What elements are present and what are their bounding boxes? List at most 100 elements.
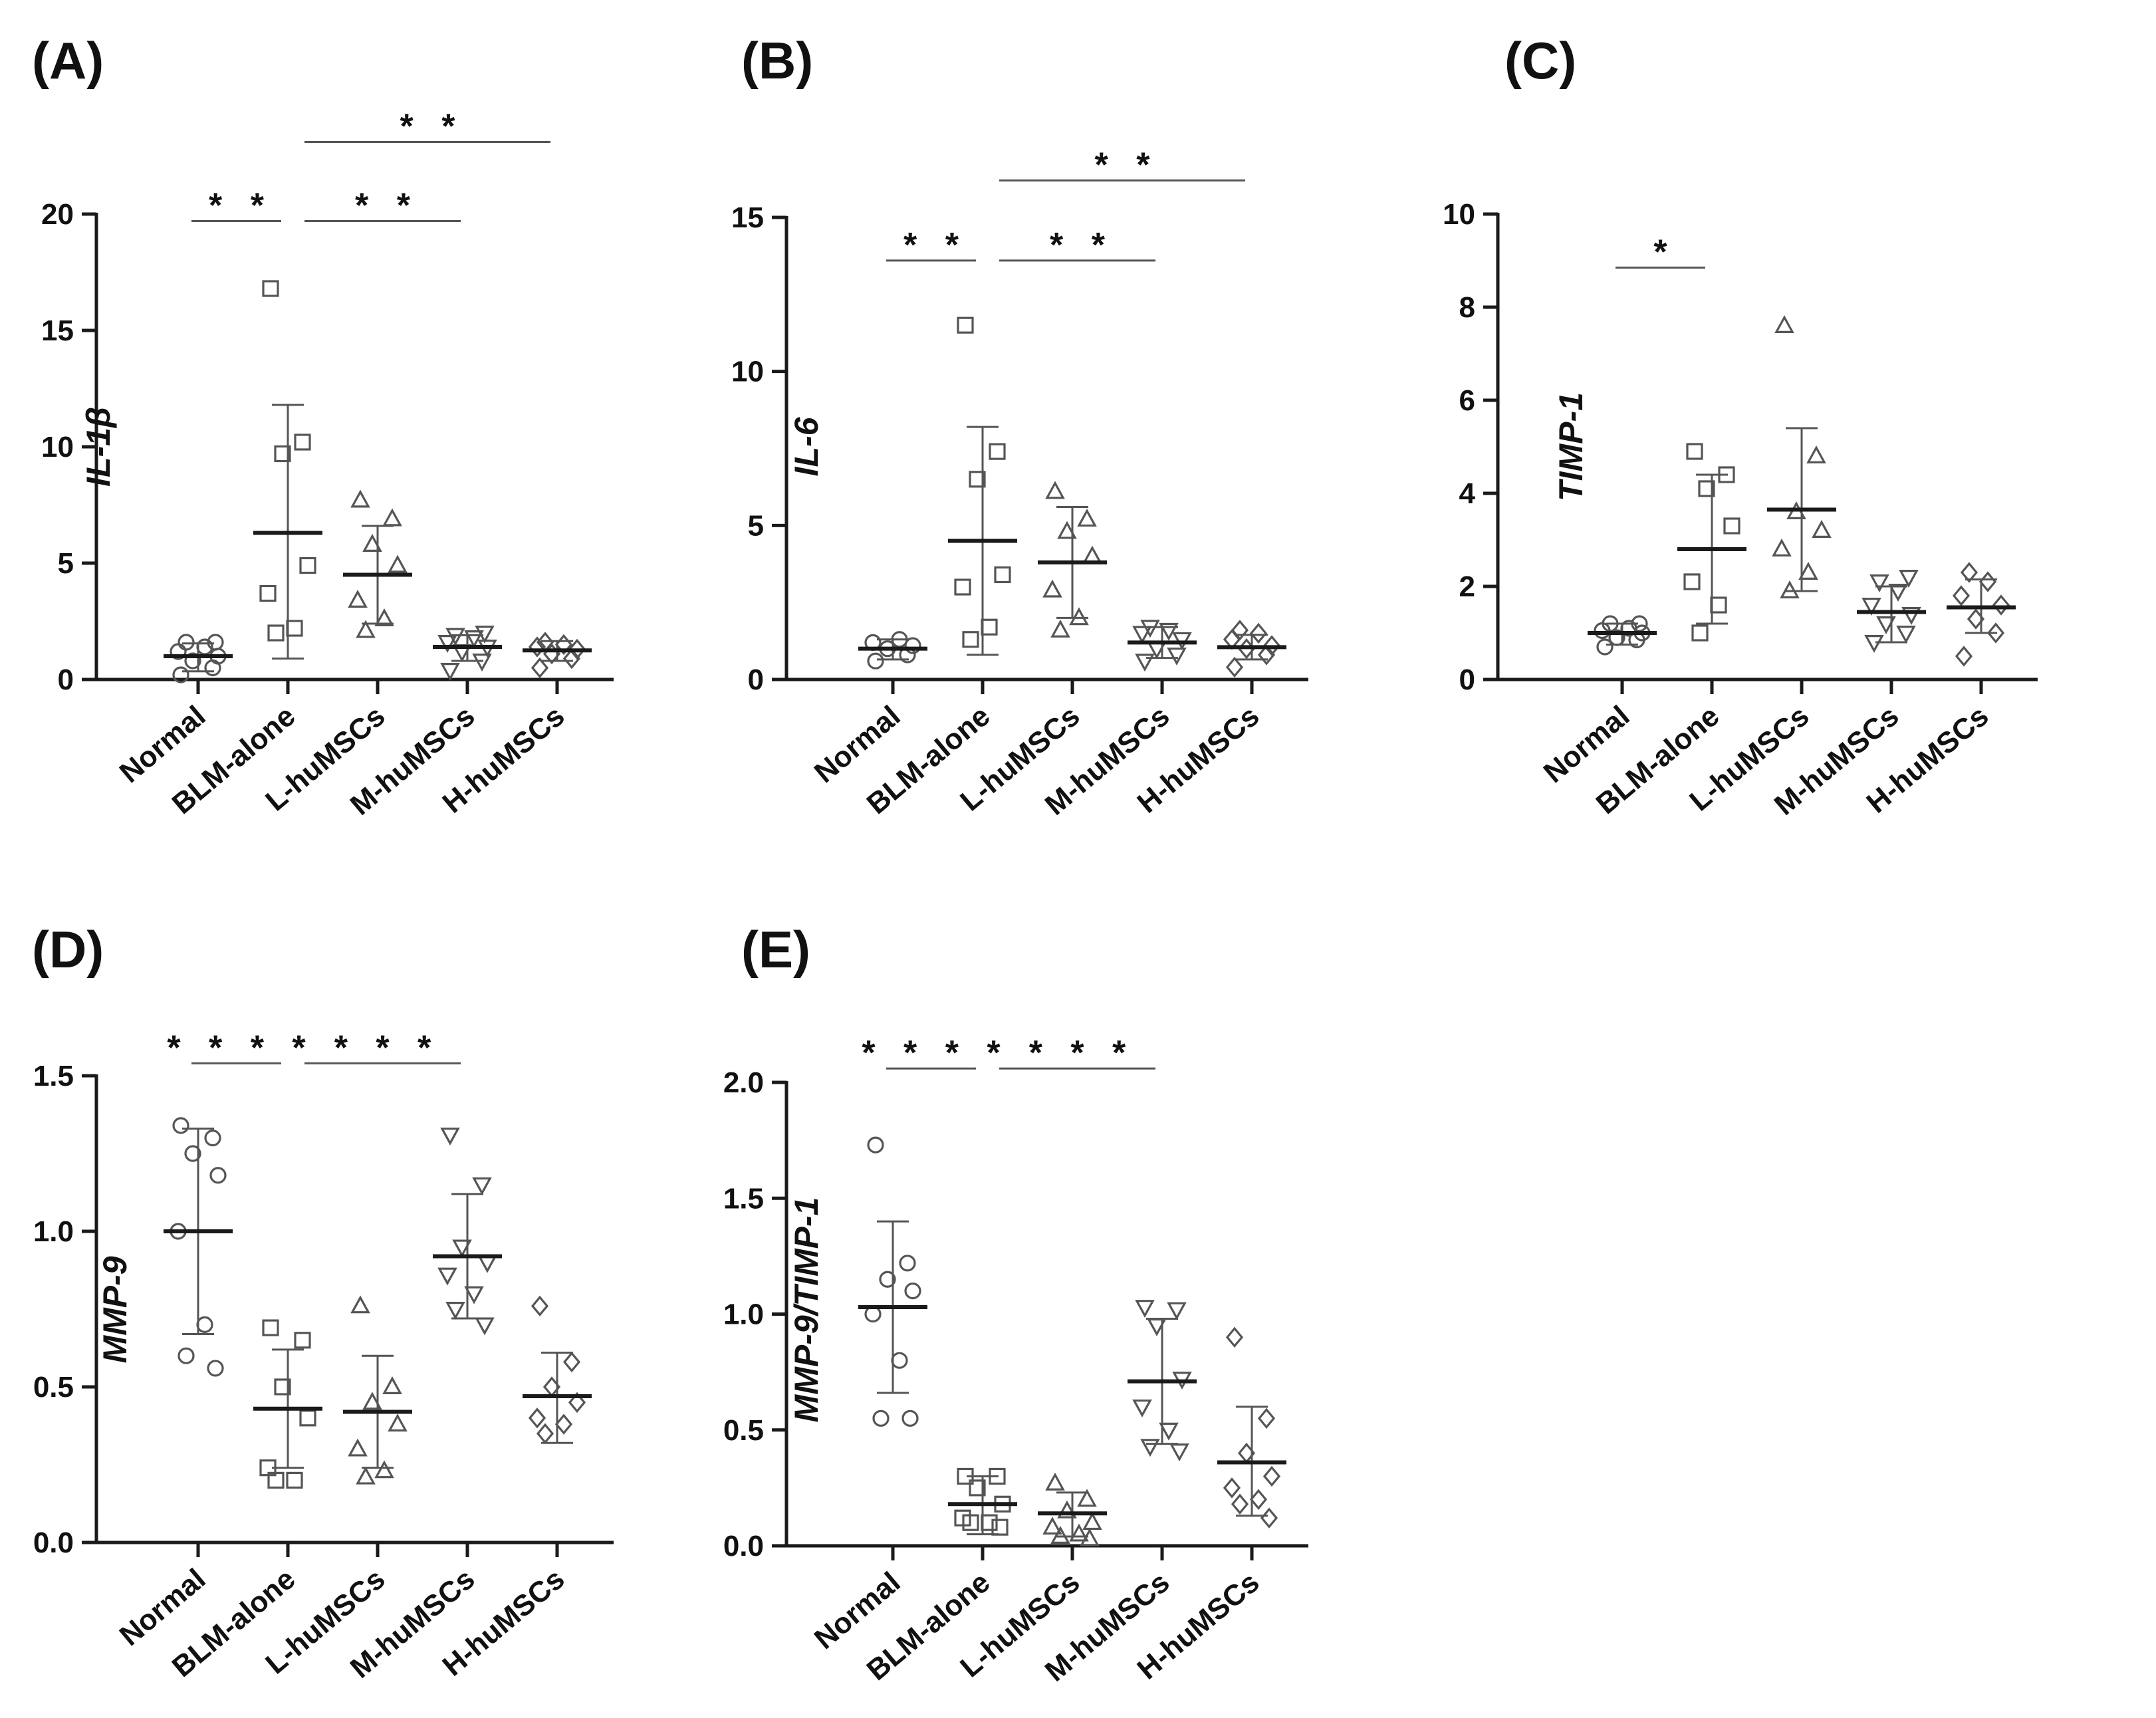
data-point [472, 654, 492, 672]
y-tick-label: 4 [1459, 477, 1476, 510]
group-h-humscs [523, 632, 592, 679]
data-point [440, 1127, 460, 1146]
data-point [204, 1129, 221, 1147]
y-tick-label: 0.5 [723, 1414, 764, 1447]
y-axis-title: IL-1β [80, 407, 117, 487]
data-point [867, 1136, 884, 1154]
data-point [437, 1267, 457, 1286]
data-point [1710, 596, 1727, 614]
group-blm-alone [253, 280, 322, 660]
data-point [1167, 647, 1187, 666]
panel-letter: (C) [1504, 31, 1576, 90]
data-point [904, 1283, 921, 1300]
data-point [1780, 580, 1800, 598]
data-point [1080, 1528, 1100, 1546]
chart-panel: (D)0.00.51.01.5MMP-9NormalBLM-aloneL-huM… [32, 920, 614, 1685]
data-point [1069, 1523, 1089, 1542]
data-point [1249, 622, 1268, 644]
data-point [388, 554, 408, 573]
data-point [356, 620, 376, 638]
data-point [568, 638, 586, 660]
data-point [562, 1351, 581, 1373]
data-point [1042, 579, 1062, 598]
data-point [1986, 622, 2005, 644]
data-point [475, 1317, 495, 1336]
group-h-humscs [523, 1295, 592, 1444]
group-l-humscs [1767, 315, 1836, 598]
data-point [1608, 629, 1625, 646]
data-point [531, 1295, 549, 1317]
data-point [1772, 539, 1792, 556]
data-point [1159, 622, 1179, 641]
data-point [1812, 520, 1832, 538]
group-blm-alone [1677, 443, 1746, 642]
data-point [445, 628, 465, 646]
data-point [286, 1471, 303, 1489]
y-tick-label: 1.0 [723, 1298, 764, 1331]
data-point [1723, 517, 1740, 535]
data-point [562, 648, 581, 670]
chart-panel: (B)051015IL-6NormalBLM-aloneL-huMSCsM-hu… [731, 31, 1308, 822]
data-point [1132, 1399, 1152, 1417]
panel-letter: (A) [32, 31, 104, 90]
data-point [1082, 545, 1102, 564]
data-point [954, 578, 971, 596]
significance-label: * * [903, 226, 968, 265]
data-point [350, 489, 370, 508]
group-m-humscs [1128, 620, 1197, 672]
y-tick-label: 5 [748, 509, 764, 542]
data-point [554, 634, 573, 656]
data-point [209, 1167, 227, 1184]
data-point [1077, 1489, 1097, 1507]
chart-panel: (C)0246810TIMP-1NormalBLM-aloneL-huMSCsM… [1443, 31, 2038, 822]
data-point [348, 1438, 368, 1457]
data-point [969, 471, 986, 488]
y-tick-label: 1.5 [723, 1182, 764, 1215]
y-tick-label: 0.5 [33, 1371, 74, 1404]
data-point [1249, 1489, 1268, 1510]
data-point [1069, 607, 1089, 626]
group-normal [1588, 615, 1657, 656]
y-tick-label: 2 [1459, 570, 1475, 603]
data-point [294, 1332, 311, 1349]
data-point [1861, 598, 1881, 616]
y-tick-label: 10 [731, 356, 764, 388]
y-tick-label: 20 [41, 198, 74, 231]
data-point [1978, 571, 1997, 592]
group-l-humscs [343, 1295, 412, 1485]
data-point [1257, 1408, 1276, 1429]
data-point [299, 1410, 316, 1427]
data-point [362, 1392, 382, 1410]
data-point [262, 1319, 279, 1336]
group-h-humscs [1217, 1326, 1286, 1529]
data-point [891, 1352, 908, 1369]
data-point [464, 1286, 484, 1304]
y-tick-label: 2.0 [723, 1066, 764, 1099]
data-point [437, 635, 457, 653]
panel-letter: (B) [741, 31, 813, 90]
data-point [872, 1410, 890, 1427]
data-point [1718, 466, 1735, 483]
data-point [957, 316, 974, 334]
y-tick-label: 1.5 [33, 1060, 74, 1092]
significance-label: * * * * [167, 1029, 314, 1067]
y-tick-label: 10 [41, 431, 74, 463]
y-tick-label: 8 [1459, 291, 1475, 324]
data-point [1050, 1526, 1070, 1544]
y-tick-label: 15 [731, 201, 764, 234]
data-point [477, 1255, 497, 1273]
data-point [994, 566, 1011, 584]
data-point [1260, 1507, 1278, 1529]
data-point [1620, 620, 1637, 637]
data-point [184, 1145, 201, 1162]
data-point [1077, 509, 1097, 527]
y-axis-title: IL-6 [788, 416, 825, 476]
data-point [531, 657, 549, 679]
significance-label: * * [209, 187, 273, 225]
data-point [899, 1255, 916, 1272]
data-point [1169, 1443, 1189, 1462]
data-point [1231, 620, 1249, 641]
data-point [1864, 635, 1884, 653]
data-point [989, 443, 1006, 460]
data-point [1888, 584, 1908, 602]
